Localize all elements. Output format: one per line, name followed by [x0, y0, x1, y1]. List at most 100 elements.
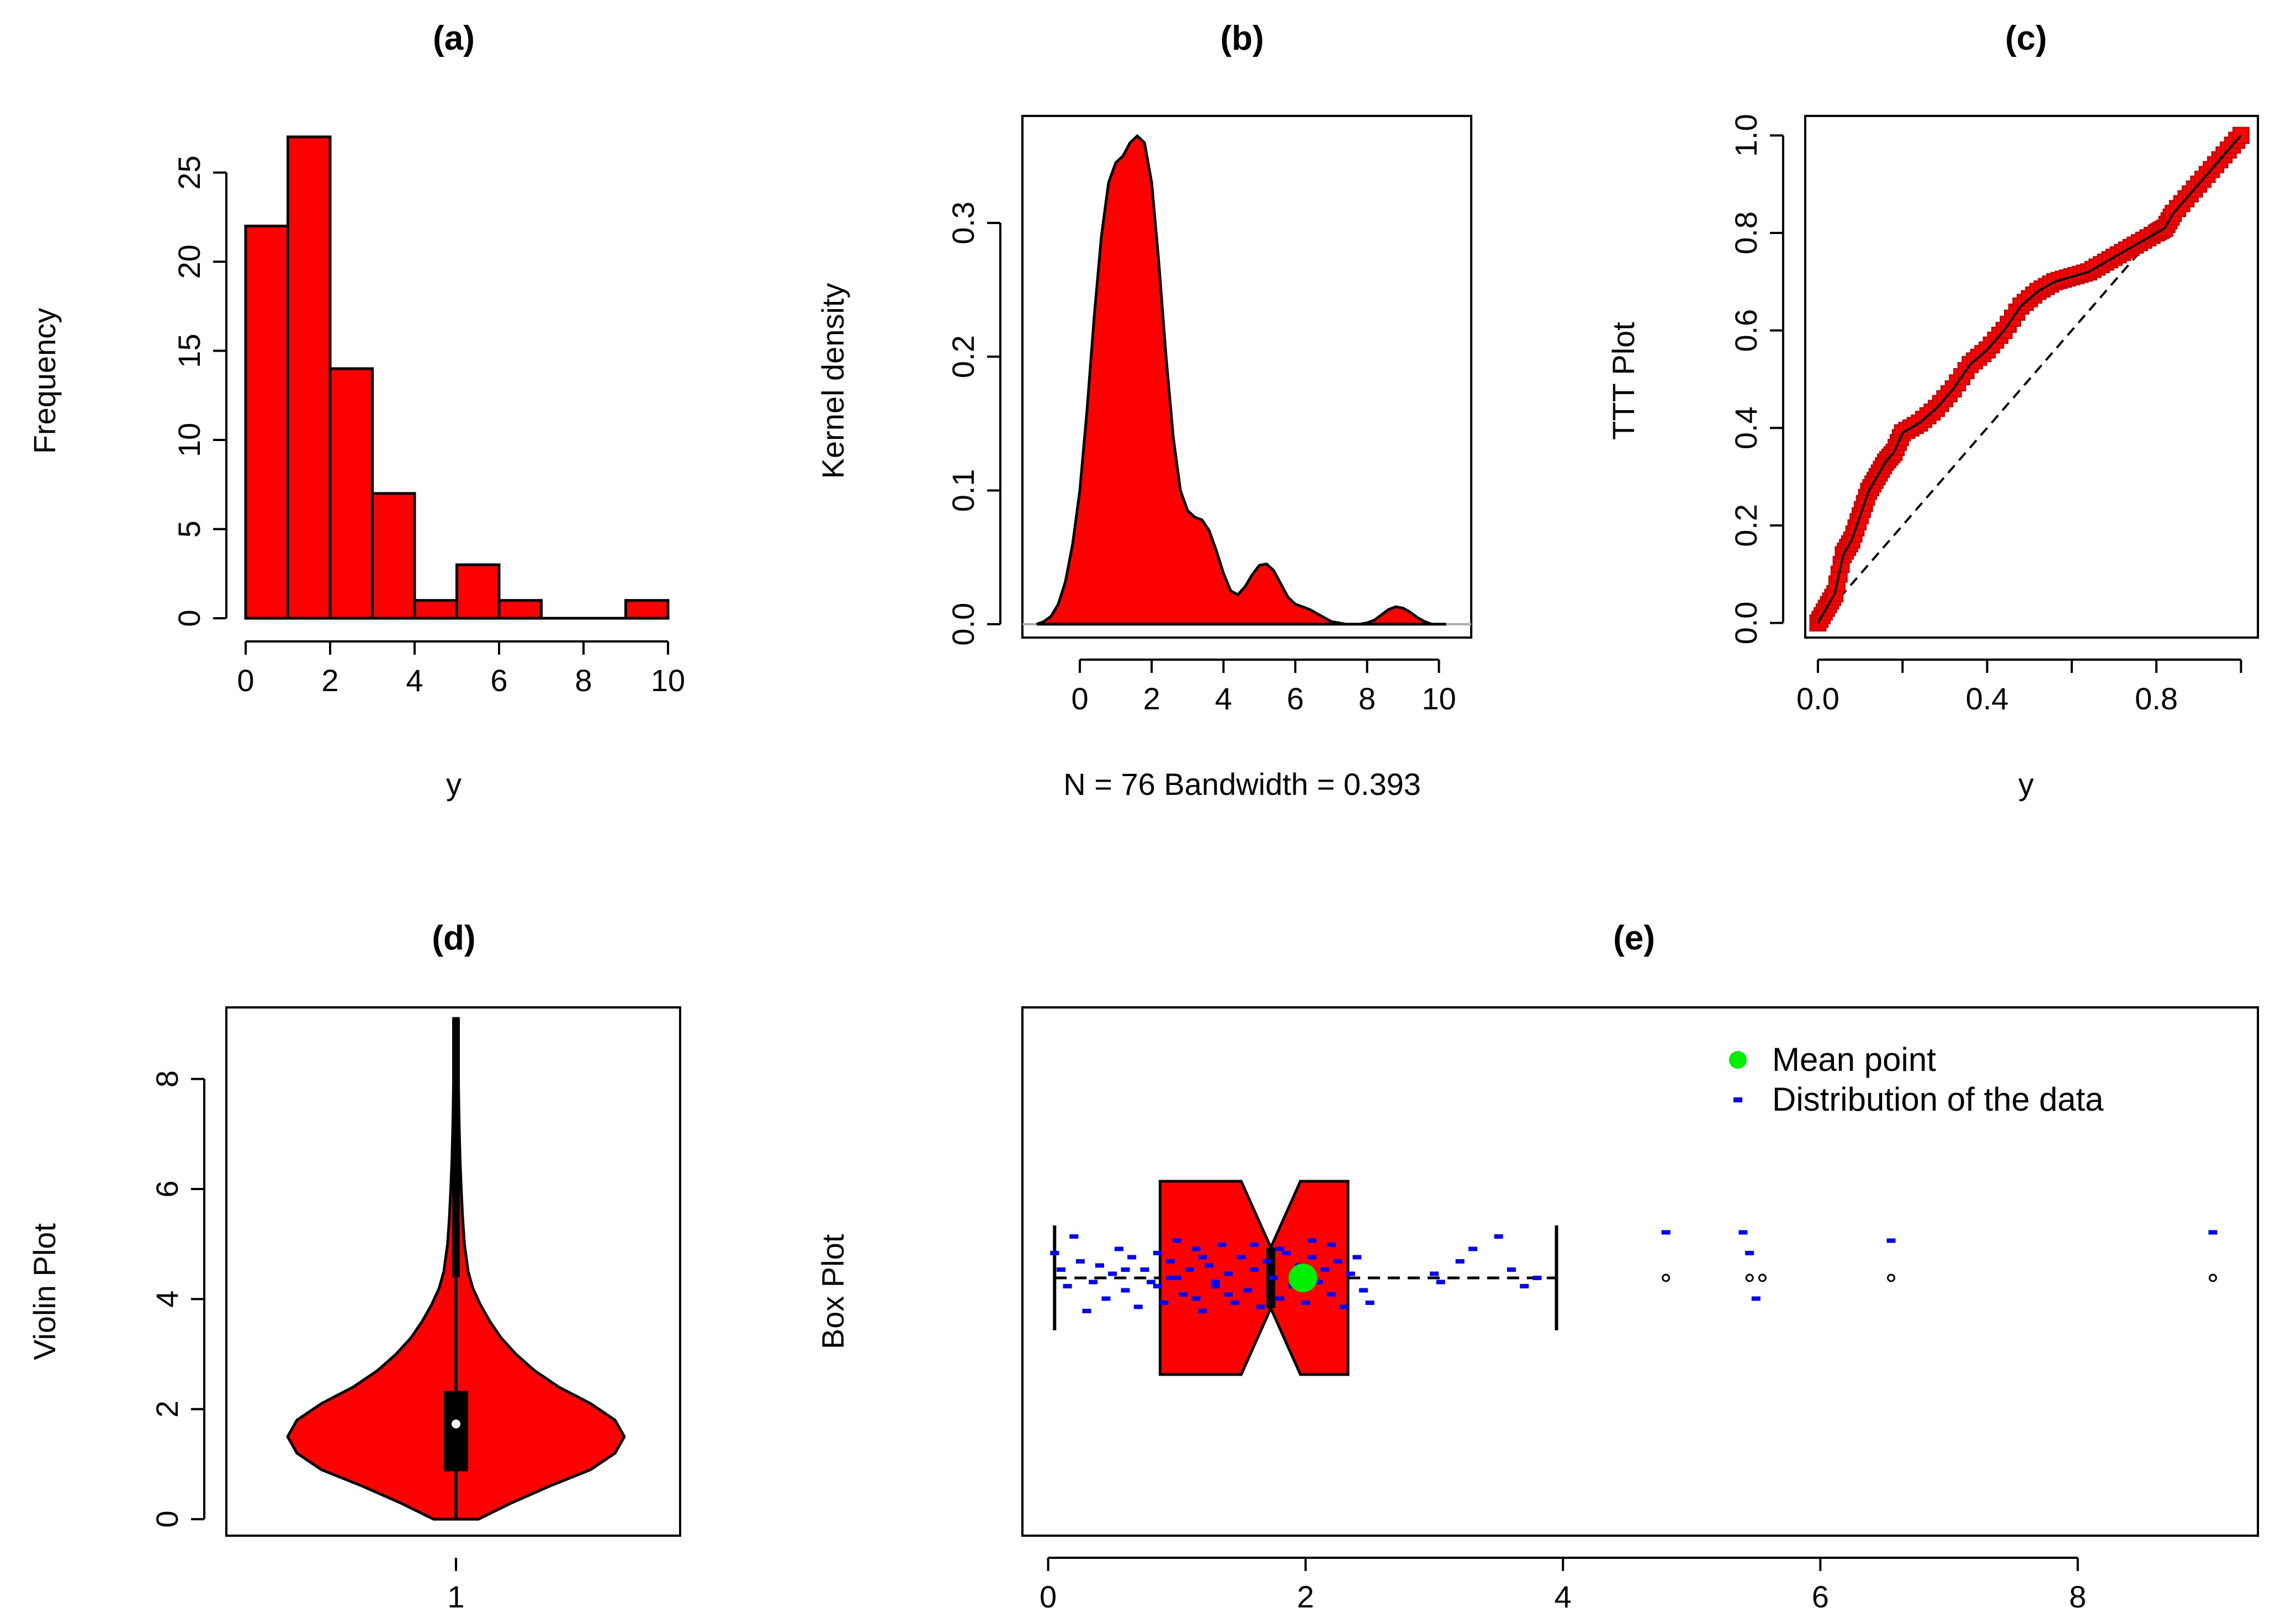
data-point [1050, 1251, 1059, 1255]
data-point [1153, 1284, 1162, 1288]
plot-frame [225, 1006, 681, 1537]
panel-d-plot: 1 0 2 4 6 8 [150, 1006, 681, 1614]
data-point [1198, 1309, 1207, 1313]
density-area [1036, 134, 1446, 626]
ttt-line [1817, 135, 2242, 624]
data-point [1159, 1301, 1169, 1305]
x-tick-label: 2 [1143, 681, 1160, 716]
data-point [1153, 1251, 1162, 1255]
plot-frame [1021, 115, 1472, 639]
panel-b-ylabel: Kernel density [815, 283, 850, 479]
data-point [1179, 1292, 1188, 1297]
data-point [1333, 1259, 1343, 1264]
y-tick-label: 25 [172, 155, 206, 189]
legend-points-marker [1733, 1097, 1742, 1102]
panel-c-xlabel: y [2018, 767, 2034, 802]
data-point [1172, 1238, 1181, 1243]
y-tick-label: 0.8 [1728, 211, 1763, 254]
histogram-bar [455, 563, 501, 620]
y-tick-label: 8 [150, 1070, 184, 1087]
data-point [1121, 1288, 1130, 1293]
data-point [1507, 1267, 1516, 1272]
x-tick-label: 2 [321, 663, 338, 698]
histogram-bar [371, 492, 416, 620]
data-point [1738, 1230, 1748, 1235]
data-point [1133, 1304, 1143, 1309]
data-point [1217, 1243, 1227, 1247]
y-tick-label: 15 [172, 333, 206, 368]
panel-d-ylabel: Violin Plot [27, 1223, 62, 1360]
panel-e-ylabel: Box Plot [815, 1234, 850, 1349]
data-point [1224, 1292, 1233, 1297]
data-point [1275, 1246, 1285, 1251]
y-tick-label: 0.0 [946, 603, 980, 646]
data-point [1082, 1309, 1091, 1313]
data-point [1430, 1271, 1439, 1276]
panel-a-title: (a) [433, 19, 475, 57]
data-point [1114, 1246, 1123, 1251]
box-notched-body [1158, 1180, 1350, 1376]
data-point [1191, 1246, 1201, 1251]
x-tick-label: 6 [1287, 681, 1304, 716]
box-outlier [1662, 1273, 1671, 1282]
histogram-bar [328, 367, 374, 620]
data-point [1230, 1301, 1239, 1305]
data-point [1520, 1284, 1529, 1288]
data-point [1533, 1276, 1542, 1280]
y-tick-label: 1.0 [1728, 114, 1763, 157]
y-tick-label: 5 [172, 521, 206, 538]
violin-median-point [452, 1419, 460, 1429]
x-tick-label: 4 [1555, 1579, 1572, 1614]
data-point [1101, 1296, 1111, 1301]
data-point [1205, 1263, 1214, 1268]
data-point [1455, 1259, 1465, 1264]
legend-points-label: Distribution of the data [1772, 1081, 2104, 1118]
data-point [1249, 1267, 1259, 1272]
x-tick-label: 0.0 [1796, 681, 1839, 716]
data-point [1269, 1276, 1278, 1280]
x-tick-label: 0 [1040, 1579, 1057, 1614]
plot-frame [1804, 115, 2259, 639]
x-tick-label: 6 [490, 663, 507, 698]
box-outlier [1887, 1273, 1896, 1282]
data-point [1063, 1284, 1072, 1288]
x-tick-label: 4 [1215, 681, 1232, 716]
data-point [1089, 1280, 1098, 1285]
panel-a-plot: 0 2 4 6 8 10 0 5 10 15 20 25 [172, 135, 685, 698]
panel-a-ylabel: Frequency [27, 308, 62, 454]
data-point [1436, 1280, 1445, 1285]
panel-b: (b) Kernel density N = 76 Bandwidth = 0.… [815, 19, 1472, 802]
data-point [1346, 1271, 1355, 1276]
data-point [1307, 1238, 1317, 1243]
x-tick-label: 6 [1812, 1579, 1829, 1614]
data-point [1339, 1304, 1349, 1309]
y-tick-label: 0.1 [946, 469, 980, 512]
data-point [1198, 1255, 1207, 1260]
violin-iqr-box [444, 1391, 468, 1472]
data-point [1108, 1271, 1117, 1276]
data-point [1281, 1251, 1291, 1255]
data-point [1121, 1267, 1130, 1272]
panel-a: (a) Frequency y 0 2 4 6 8 10 0 5 10 15 20 25 [27, 19, 685, 802]
y-tick-label: 0.3 [946, 201, 980, 245]
box-outlier [1745, 1273, 1754, 1282]
data-point [1468, 1246, 1477, 1251]
data-point [1069, 1234, 1079, 1239]
x-tick-label: 0.8 [2135, 681, 2178, 716]
data-point [1275, 1296, 1285, 1301]
data-point [1359, 1288, 1368, 1293]
data-point [1886, 1238, 1896, 1243]
x-tick-label: 2 [1297, 1579, 1314, 1614]
x-tick-label: 8 [575, 663, 592, 698]
data-point [1211, 1280, 1220, 1285]
y-tick-label: 0.6 [1728, 309, 1763, 352]
x-tick-label: 10 [651, 663, 685, 698]
data-point [1172, 1276, 1181, 1280]
panel-e-title: (e) [1613, 919, 1655, 957]
panel-c-plot: 0.0 0.4 0.8 0.0 0.2 0.4 0.6 0.8 1.0 [1728, 114, 2259, 716]
data-point [1365, 1301, 1375, 1305]
data-point [1127, 1255, 1137, 1260]
panel-b-title: (b) [1220, 19, 1264, 57]
